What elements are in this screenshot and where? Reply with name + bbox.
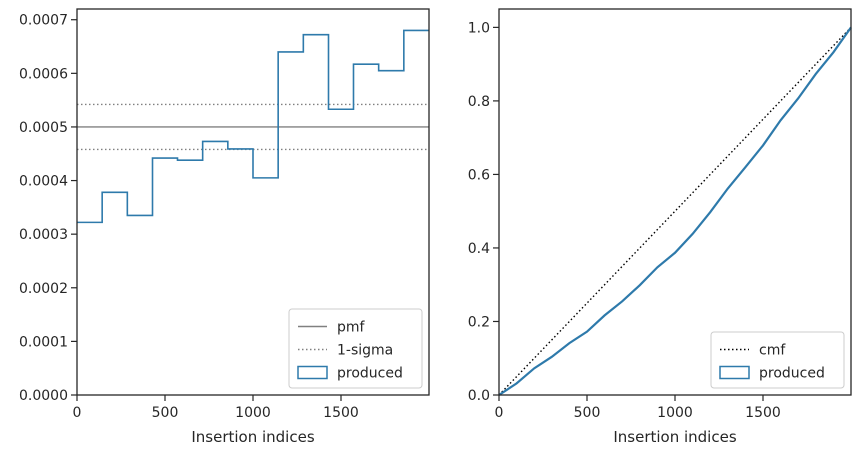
left-y-tick-label: 0.0000 <box>19 388 68 404</box>
right-legend-box <box>710 331 845 389</box>
right-x-tick-label: 1500 <box>745 405 781 421</box>
right-y-tick-label: 0.2 <box>468 314 490 330</box>
left-x-tick-label: 500 <box>152 405 179 421</box>
left-legend-box <box>288 308 423 389</box>
left-legend-label-1-sigma: 1-sigma <box>337 343 393 359</box>
left-y-tick-label: 0.0001 <box>19 334 68 350</box>
left-y-tick-label: 0.0002 <box>19 281 68 297</box>
right-legend-handle-produced <box>719 365 750 380</box>
left-axes-frame <box>76 8 430 396</box>
left-legend-label-pmf: pmf <box>337 320 366 336</box>
right-x-tick-label: 1000 <box>657 405 693 421</box>
right-x-tick-label: 500 <box>574 405 601 421</box>
left-x-tick-label: 1000 <box>235 405 271 421</box>
right-y-tick-label: 0.4 <box>468 241 490 257</box>
right-legend-label-produced: produced <box>759 366 825 382</box>
left-y-tick-label: 0.0005 <box>19 120 68 136</box>
left-y-tick-label: 0.0006 <box>19 66 68 82</box>
left-legend-handle-produced <box>297 365 328 380</box>
right-legend: cmf produced <box>710 331 845 389</box>
left-y-tick-label: 0.0003 <box>19 227 68 243</box>
left-x-axis-label: Insertion indices <box>191 428 314 446</box>
left-y-tick-label: 0.0007 <box>19 13 68 29</box>
right-y-tick-label: 1.0 <box>468 20 490 36</box>
left-legend-label-produced: produced <box>337 366 403 382</box>
right-y-tick-label: 0.0 <box>468 388 490 404</box>
right-y-tick-label: 0.8 <box>468 94 490 110</box>
panel-left-pmf: 0 500 1000 1500 0.0000 0.0001 0.0002 0.0003 0.00… <box>19 8 430 446</box>
left-x-tick-label: 0 <box>73 405 82 421</box>
right-y-tick-label: 0.6 <box>468 167 490 183</box>
left-y-tick-label: 0.0004 <box>19 174 68 190</box>
right-x-axis-label: Insertion indices <box>613 428 736 446</box>
right-series-produced <box>498 26 852 396</box>
panel-right-cmf: 0 500 1000 1500 0.0 0.2 0.4 0.6 0.8 1.0 Insertion… <box>468 8 852 446</box>
left-legend: pmf 1-sigma produced <box>288 308 423 389</box>
left-x-tick-label: 1500 <box>323 405 359 421</box>
right-axes-frame <box>498 8 852 396</box>
left-series-produced <box>77 29 429 224</box>
right-legend-label-cmf: cmf <box>759 343 786 359</box>
right-series-cmf <box>498 26 852 396</box>
right-x-tick-label: 0 <box>495 405 504 421</box>
